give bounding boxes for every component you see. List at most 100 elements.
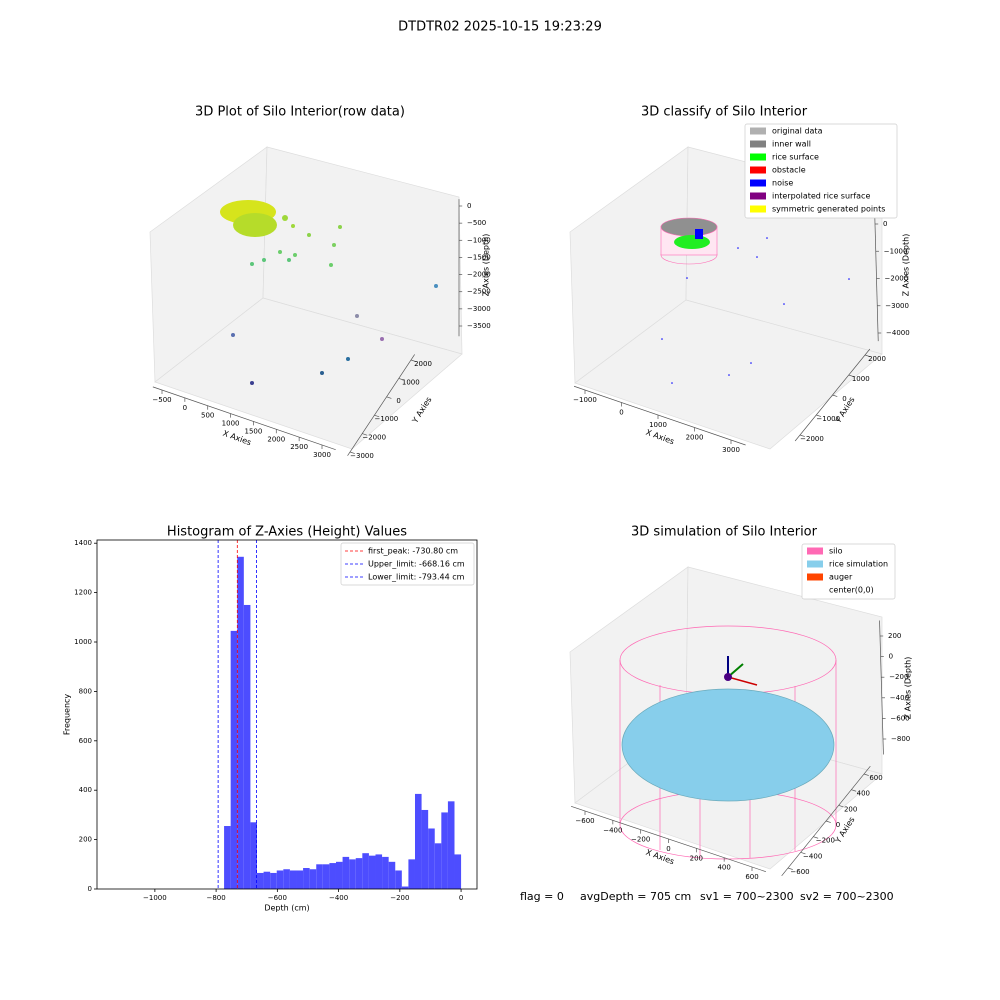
dot xyxy=(332,243,336,247)
bar xyxy=(447,801,455,889)
y-tick-label: −1000 xyxy=(375,415,399,423)
dot xyxy=(728,374,730,376)
y-tick-label: 400 xyxy=(79,786,92,794)
legend-label: center(0,0) xyxy=(829,586,874,595)
status-text: avgDepth = 705 cm xyxy=(580,890,691,903)
plot-frame xyxy=(96,539,478,890)
x-tick-label: 500 xyxy=(201,412,214,420)
dot xyxy=(329,263,333,267)
x-tick-label: 0 xyxy=(619,409,623,417)
legend-swatch xyxy=(750,179,766,187)
y-tick-label: 0 xyxy=(842,395,846,403)
axis-line xyxy=(152,386,336,451)
bar xyxy=(349,859,356,889)
bar xyxy=(408,859,415,889)
tick-mark xyxy=(374,414,380,418)
tick-mark xyxy=(813,836,819,839)
dot xyxy=(250,381,254,385)
dot xyxy=(661,338,663,340)
legend-label: auger xyxy=(829,573,853,582)
silo-simulation xyxy=(619,625,837,860)
legend-label: Lower_limit: -793.44 cm xyxy=(368,573,465,582)
z-tick-label: −400 xyxy=(890,694,909,702)
status-text: flag = 0 xyxy=(520,890,564,903)
bar xyxy=(316,864,323,889)
legend-swatch xyxy=(807,573,823,581)
bar xyxy=(368,855,376,889)
x-tick-label: −600 xyxy=(575,817,594,825)
legend-label: original data xyxy=(772,127,823,136)
tick-mark xyxy=(410,359,416,362)
dot xyxy=(783,303,785,305)
legend-label: noise xyxy=(772,179,793,188)
z-tick-label: −2500 xyxy=(467,288,491,296)
z-tick-label: −2000 xyxy=(467,271,491,279)
dot xyxy=(250,262,254,266)
z-axis-label: Z Axies (Depth) xyxy=(902,234,911,297)
dot xyxy=(756,256,758,258)
noise xyxy=(695,229,703,239)
z-tick-label: −1000 xyxy=(884,247,908,255)
bar xyxy=(441,812,448,889)
x-tick-label: −200 xyxy=(390,894,409,902)
legend-swatch xyxy=(750,166,766,174)
y-axis-label: Frequency xyxy=(63,694,72,736)
legend-label: rice surface xyxy=(772,153,819,162)
x-tick-label: 0 xyxy=(183,404,187,412)
dot xyxy=(307,233,311,237)
z-tick-label: 200 xyxy=(888,632,901,640)
tick-mark xyxy=(864,354,870,357)
x-tick-label: 3000 xyxy=(313,451,331,459)
x-tick-label: −500 xyxy=(152,396,171,404)
x-tick-label: 1000 xyxy=(222,420,240,428)
tick-mark xyxy=(349,451,355,454)
chart-title: 3D simulation of Silo Interior xyxy=(631,525,818,540)
dot xyxy=(278,250,282,254)
legend-swatch xyxy=(750,153,766,161)
bar xyxy=(414,793,422,889)
tick-mark xyxy=(398,378,404,381)
tick-mark xyxy=(825,820,831,823)
legend-label: rice simulation xyxy=(829,560,888,569)
x-tick-label: −400 xyxy=(603,826,622,834)
bar xyxy=(230,630,238,889)
bar xyxy=(454,854,462,889)
y-tick-label: 1000 xyxy=(74,638,92,646)
dot xyxy=(293,253,297,257)
center xyxy=(724,673,732,681)
legend-box xyxy=(744,123,898,219)
z-tick-label: 0 xyxy=(467,202,471,210)
bar xyxy=(303,868,310,889)
legend-label: Upper_limit: -668.16 cm xyxy=(368,560,465,569)
x-tick-label: −200 xyxy=(631,836,650,844)
tick-mark xyxy=(386,396,392,399)
y-tick-label: 0 xyxy=(396,397,400,405)
y-tick-label: 2000 xyxy=(868,355,886,363)
legend-swatch xyxy=(750,140,766,148)
dot xyxy=(231,333,235,337)
x-tick-label: −400 xyxy=(329,894,348,902)
legend-swatch xyxy=(750,205,766,213)
dot xyxy=(282,215,288,221)
x-tick-label: 1000 xyxy=(649,421,667,429)
y-tick-label: 2000 xyxy=(414,360,432,368)
bar xyxy=(283,869,290,889)
bar xyxy=(335,861,343,889)
chart-title: 3D classify of Silo Interior xyxy=(641,105,808,120)
dot xyxy=(434,284,438,288)
y-tick-label: 600 xyxy=(79,737,92,745)
y-tick-label: 1000 xyxy=(852,375,870,383)
bar xyxy=(342,856,350,889)
dot xyxy=(355,314,359,318)
bar xyxy=(237,556,244,889)
y-tick-label: 1200 xyxy=(74,589,92,597)
legend-swatch xyxy=(750,127,766,135)
tick-mark xyxy=(787,867,793,870)
z-tick-label: −1500 xyxy=(467,253,491,261)
tick-mark xyxy=(848,374,854,377)
x-tick-label: 3000 xyxy=(722,446,740,454)
x-tick-label: −1000 xyxy=(143,894,167,902)
bar xyxy=(289,870,297,889)
tick-mark xyxy=(800,852,806,855)
